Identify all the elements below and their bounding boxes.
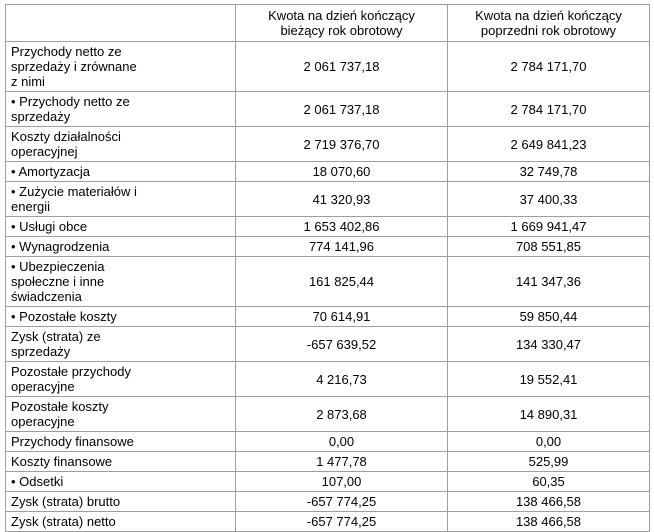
row-label: Zysk (strata) brutto	[5, 491, 236, 512]
row-label: • Usługi obce	[5, 216, 236, 237]
row-label: • Odsetki	[5, 471, 236, 492]
table-row: Koszty działalności operacyjnej 2 719 376…	[5, 126, 650, 162]
header-current-year-label: Kwota na dzień kończący bieżący rok obro…	[268, 8, 415, 38]
row-label-text: • Wynagrodzenia	[11, 239, 110, 254]
table-row: • Ubezpieczenia społeczne i inne świadcz…	[5, 256, 650, 307]
value-current-year: 2 719 376,70	[235, 126, 448, 162]
value-current-year: 0,00	[235, 431, 448, 452]
row-label-text: • Zużycie materiałów i energii	[11, 184, 137, 214]
value-previous-year: 0,00	[447, 431, 650, 452]
value-previous-year: 2 649 841,23	[447, 126, 650, 162]
value-current-year: 2 873,68	[235, 396, 448, 432]
row-label-text: • Pozostałe koszty	[11, 309, 117, 324]
value-previous-year: 59 850,44	[447, 306, 650, 327]
value-previous-year: 14 890,31	[447, 396, 650, 432]
value-current-year: -657 774,25	[235, 491, 448, 512]
table-row: Przychody netto ze sprzedaży i zrównane …	[5, 41, 650, 92]
table-row: Koszty finansowe 1 477,78 525,99	[5, 451, 650, 472]
row-label: Zysk (strata) ze sprzedaży	[5, 326, 236, 362]
row-label-text: • Amortyzacja	[11, 164, 90, 179]
value-previous-year: 19 552,41	[447, 361, 650, 397]
value-current-year: 774 141,96	[235, 236, 448, 257]
value-current-year: -657 639,52	[235, 326, 448, 362]
row-label: Przychody netto ze sprzedaży i zrównane …	[5, 41, 236, 92]
value-previous-year: 60,35	[447, 471, 650, 492]
value-current-year: 161 825,44	[235, 256, 448, 307]
value-current-year: 1 653 402,86	[235, 216, 448, 237]
value-current-year: 1 477,78	[235, 451, 448, 472]
row-label-text: • Ubezpieczenia społeczne i inne świadcz…	[11, 259, 105, 304]
table-row: Zysk (strata) ze sprzedaży -657 639,52 134…	[5, 326, 650, 362]
table-row: • Usługi obce 1 653 402,86 1 669 941,47	[5, 216, 650, 237]
header-previous-year: Kwota na dzień kończący poprzedni rok ob…	[447, 4, 650, 42]
table-row: Zysk (strata) brutto -657 774,25 138 466,5…	[5, 491, 650, 512]
value-current-year: 2 061 737,18	[235, 41, 448, 92]
table-row: • Wynagrodzenia 774 141,96 708 551,85	[5, 236, 650, 257]
row-label: • Ubezpieczenia społeczne i inne świadcz…	[5, 256, 236, 307]
table-row: Przychody finansowe 0,00 0,00	[5, 431, 650, 452]
table-row: • Przychody netto ze sprzedaży 2 061 737,…	[5, 91, 650, 127]
value-previous-year: 2 784 171,70	[447, 91, 650, 127]
table-row: Pozostałe przychody operacyjne 4 216,73 19…	[5, 361, 650, 397]
value-previous-year: 138 466,58	[447, 491, 650, 512]
value-previous-year: 525,99	[447, 451, 650, 472]
value-current-year: 41 320,93	[235, 181, 448, 217]
row-label: • Wynagrodzenia	[5, 236, 236, 257]
value-current-year: 18 070,60	[235, 161, 448, 182]
value-previous-year: 2 784 171,70	[447, 41, 650, 92]
row-label: Koszty finansowe	[5, 451, 236, 472]
row-label-text: Przychody netto ze sprzedaży i zrównane …	[11, 44, 137, 89]
row-label: Pozostałe przychody operacyjne	[5, 361, 236, 397]
value-previous-year: 708 551,85	[447, 236, 650, 257]
row-label-text: • Przychody netto ze sprzedaży	[11, 94, 130, 124]
table-row: Pozostałe koszty operacyjne 2 873,68 14 89…	[5, 396, 650, 432]
header-empty-cell	[5, 4, 236, 42]
row-label-text: Przychody finansowe	[11, 434, 134, 449]
value-current-year: 70 614,91	[235, 306, 448, 327]
row-label-text: Koszty działalności operacyjnej	[11, 129, 121, 159]
row-label: • Zużycie materiałów i energii	[5, 181, 236, 217]
row-label: • Przychody netto ze sprzedaży	[5, 91, 236, 127]
row-label-text: Zysk (strata) ze sprzedaży	[11, 329, 101, 359]
header-previous-year-label: Kwota na dzień kończący poprzedni rok ob…	[475, 8, 622, 38]
table-row: • Odsetki 107,00 60,35	[5, 471, 650, 492]
row-label-text: Pozostałe koszty operacyjne	[11, 399, 109, 429]
value-previous-year: 37 400,33	[447, 181, 650, 217]
row-label-text: • Odsetki	[11, 474, 64, 489]
value-previous-year: 141 347,36	[447, 256, 650, 307]
value-current-year: 4 216,73	[235, 361, 448, 397]
row-label-text: Koszty finansowe	[11, 454, 113, 469]
value-previous-year: 1 669 941,47	[447, 216, 650, 237]
value-previous-year: 134 330,47	[447, 326, 650, 362]
row-label: Koszty działalności operacyjnej	[5, 126, 236, 162]
value-previous-year: 32 749,78	[447, 161, 650, 182]
row-label-text: Zysk (strata) brutto	[11, 494, 121, 509]
row-label: • Pozostałe koszty	[5, 306, 236, 327]
value-current-year: 107,00	[235, 471, 448, 492]
row-label-text: • Usługi obce	[11, 219, 88, 234]
table-row: • Zużycie materiałów i energii 41 320,93 3…	[5, 181, 650, 217]
header-row: Kwota na dzień kończący bieżący rok obro…	[5, 4, 650, 42]
row-label: Przychody finansowe	[5, 431, 236, 452]
financial-statement-table: Kwota na dzień kończący bieżący rok obro…	[5, 4, 650, 532]
table-body: Przychody netto ze sprzedaży i zrównane …	[5, 41, 650, 532]
row-label: • Amortyzacja	[5, 161, 236, 182]
value-current-year: 2 061 737,18	[235, 91, 448, 127]
row-label-text: Pozostałe przychody operacyjne	[11, 364, 131, 394]
table-row: • Pozostałe koszty 70 614,91 59 850,44	[5, 306, 650, 327]
table-row: • Amortyzacja 18 070,60 32 749,78	[5, 161, 650, 182]
row-label: Pozostałe koszty operacyjne	[5, 396, 236, 432]
header-current-year: Kwota na dzień kończący bieżący rok obro…	[235, 4, 448, 42]
